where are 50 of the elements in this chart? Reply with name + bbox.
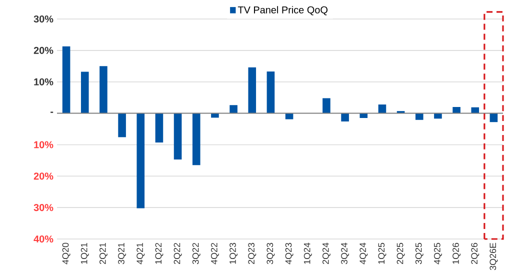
x-tick-label: 3Q24 <box>341 242 350 264</box>
x-tick-label: 2Q26 <box>471 242 480 264</box>
bar <box>118 113 126 138</box>
x-tick-label: 3Q21 <box>118 242 126 264</box>
x-tick-label: 3Q26E <box>490 242 498 270</box>
x-tick-label: 1Q24 <box>304 242 312 264</box>
bar <box>322 98 330 114</box>
bar <box>230 105 238 114</box>
x-tick-label: 1Q26 <box>452 242 461 264</box>
x-tick-label: 1Q22 <box>155 242 164 264</box>
x-tick-label: 1Q25 <box>378 242 386 264</box>
x-tick-label: 3Q22 <box>192 242 200 264</box>
x-tick-label: 2Q21 <box>99 242 108 264</box>
bar <box>80 72 89 114</box>
x-tick-label: 4Q21 <box>136 242 145 264</box>
bar <box>248 67 256 114</box>
bar <box>452 107 460 114</box>
x-tick-label: 2Q22 <box>174 242 182 264</box>
x-tick-label: 4Q20 <box>62 242 70 264</box>
x-tick-label: 2Q24 <box>322 242 330 264</box>
x-tick-label: 1Q21 <box>80 242 89 264</box>
y-tick-label: - <box>50 112 54 113</box>
y-tick-label: 20% <box>34 46 54 54</box>
legend-label: TV Panel Price QoQ <box>238 6 328 16</box>
y-tick-label: 30% <box>34 204 54 212</box>
x-tick-label: 3Q23 <box>266 242 275 264</box>
x-tick-label: 3Q25 <box>415 242 424 264</box>
bar <box>415 113 424 120</box>
bar <box>136 113 145 208</box>
bar <box>62 46 70 114</box>
bar <box>378 104 386 114</box>
x-tick-label: 4Q22 <box>210 242 219 264</box>
bar <box>266 71 275 114</box>
x-tick-label: 4Q25 <box>434 242 442 264</box>
bar <box>192 113 200 166</box>
bar <box>100 66 108 114</box>
x-tick-label: 2Q23 <box>248 242 256 264</box>
x-tick-label: 2Q25 <box>396 242 405 264</box>
x-tick-label: 1Q23 <box>230 242 238 264</box>
bar <box>155 113 164 143</box>
bar <box>174 113 182 160</box>
bar <box>471 107 480 114</box>
y-tick-label: 20% <box>34 172 54 180</box>
x-tick-label: 4Q24 <box>360 242 368 264</box>
y-tick-label: 30% <box>34 15 54 23</box>
y-tick-label: 10% <box>34 141 54 148</box>
x-tick-label: 4Q23 <box>285 242 294 264</box>
y-tick-label: 40% <box>34 235 54 243</box>
bar <box>341 113 349 122</box>
y-tick-label: 10% <box>34 78 54 86</box>
